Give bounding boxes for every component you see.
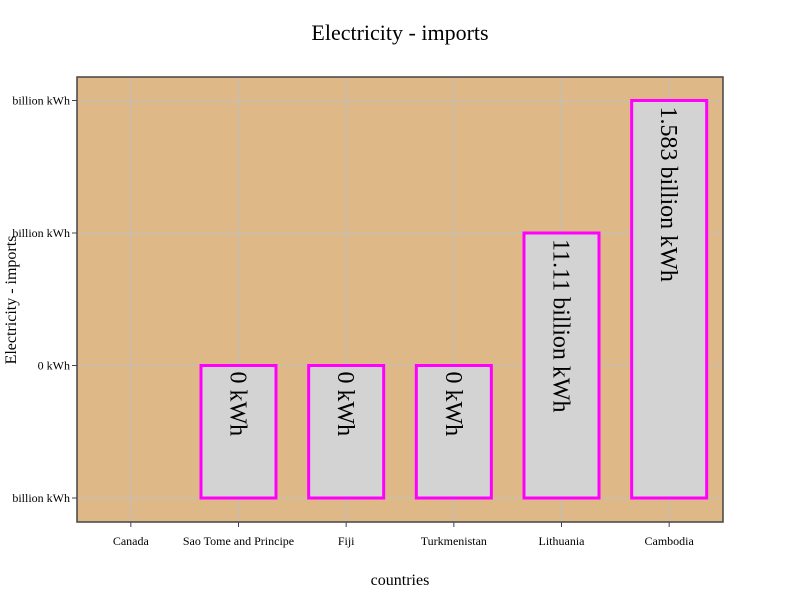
y-tick-label: billion kWh: [12, 226, 70, 240]
y-tick-label: billion kWh: [12, 94, 70, 108]
x-tick-label: Canada: [113, 534, 150, 548]
bar-labels: 0 kWh 0 kWh 0 kWh 11.11 billion kWh 1.583 bi…: [225, 107, 682, 437]
x-axis-ticks: Canada Sao Tome and Principe Fiji Turkmenis…: [113, 522, 695, 548]
plot-frame: [76, 76, 724, 523]
bar-value-label: 0 kWh: [440, 372, 466, 437]
x-axis-label: countries: [371, 572, 430, 589]
chart-title: Electricity - imports: [311, 20, 488, 45]
bars: [199, 99, 709, 500]
y-axis-ticks: billion kWh 0 kWh billion kWh billion kWh: [12, 94, 77, 505]
y-tick-label: billion kWh: [12, 491, 70, 505]
bar: [307, 364, 386, 500]
bar-value-label: 11.11 billion kWh: [548, 239, 574, 413]
bar: [199, 364, 278, 500]
y-axis-label: Electricity - imports: [3, 236, 20, 365]
x-tick-label: Sao Tome and Principe: [183, 534, 294, 548]
bar: [630, 99, 709, 500]
bar: [522, 231, 601, 500]
bar-value-label: 0 kWh: [225, 372, 251, 437]
x-tick-label: Turkmenistan: [421, 534, 487, 548]
x-tick-label: Fiji: [338, 534, 355, 548]
bar-value-label: 0 kWh: [332, 372, 358, 437]
bar: [414, 364, 493, 500]
y-tick-label: 0 kWh: [38, 359, 70, 373]
x-tick-label: Lithuania: [539, 534, 586, 548]
plot-area: [77, 77, 723, 522]
x-tick-label: Cambodia: [645, 534, 695, 548]
bar-value-label: 1.583 billion kWh: [655, 107, 681, 282]
